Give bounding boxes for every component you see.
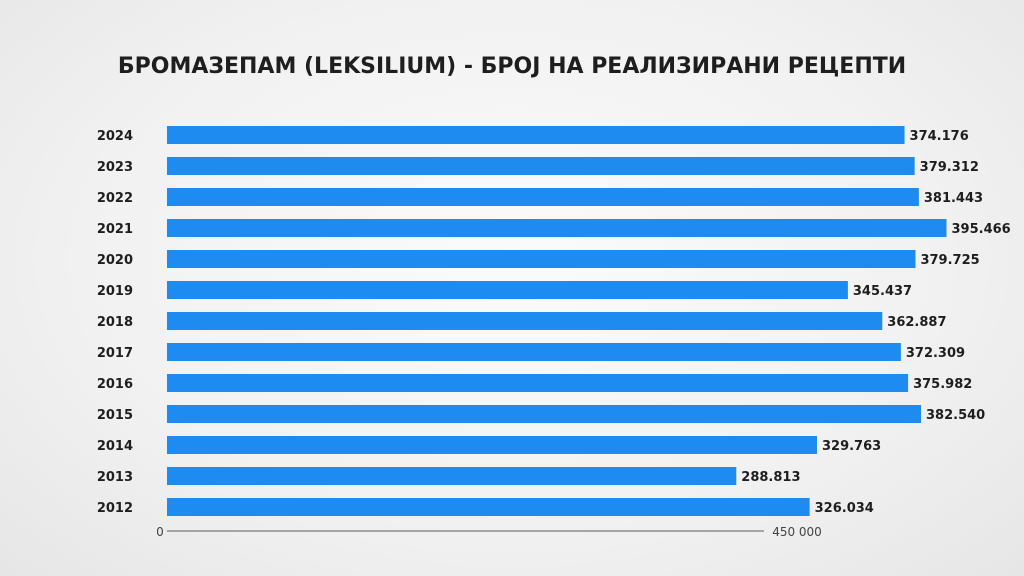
bar-2012	[167, 498, 810, 516]
value-label-2023: 379.312	[920, 160, 979, 175]
value-label-2013: 288.813	[741, 470, 800, 485]
bar-2017	[167, 343, 901, 361]
bar-2022	[167, 188, 919, 206]
y-tick-label: 2015	[97, 408, 133, 423]
y-tick-label: 2013	[97, 470, 133, 485]
value-label-2024: 374.176	[910, 129, 969, 144]
value-label-2016: 375.982	[913, 377, 972, 392]
bar-2023	[167, 157, 915, 175]
y-tick-label: 2022	[97, 191, 133, 206]
bar-2015	[167, 405, 922, 423]
bar-2018	[167, 312, 883, 330]
bar-2016	[167, 374, 909, 392]
y-tick-label: 2017	[97, 346, 133, 361]
y-tick-label: 2019	[97, 284, 133, 299]
y-tick-label: 2016	[97, 377, 133, 392]
value-label-2019: 345.437	[853, 284, 912, 299]
y-tick-label: 2014	[97, 439, 133, 454]
y-tick-label: 2012	[97, 501, 133, 516]
chart-title: БРОМАЗЕПАМ (LEKSILIUM) - БРОЈ НА РЕАЛИЗИ…	[118, 54, 906, 79]
bar-2021	[167, 219, 947, 237]
y-tick-label: 2018	[97, 315, 133, 330]
x-axis-max-label: 450 000	[772, 525, 822, 539]
bar-2013	[167, 467, 737, 485]
value-label-2012: 326.034	[815, 501, 874, 516]
y-tick-label: 2023	[97, 160, 133, 175]
value-label-2020: 379.725	[920, 253, 979, 268]
y-tick-label: 2021	[97, 222, 133, 237]
x-axis-min-label: 0	[156, 525, 164, 539]
value-label-2022: 381.443	[924, 191, 983, 206]
bars-group: 2024 374.176 2023 379.312 2022 381.443 2021 395…	[97, 126, 1011, 516]
bar-2024	[167, 126, 905, 144]
y-tick-label: 2020	[97, 253, 133, 268]
value-label-2021: 395.466	[952, 222, 1011, 237]
value-label-2018: 362.887	[887, 315, 946, 330]
y-tick-label: 2024	[97, 129, 133, 144]
value-label-2017: 372.309	[906, 346, 965, 361]
bar-2014	[167, 436, 817, 454]
bar-2020	[167, 250, 916, 268]
bar-2019	[167, 281, 848, 299]
value-label-2014: 329.763	[822, 439, 881, 454]
value-label-2015: 382.540	[926, 408, 985, 423]
